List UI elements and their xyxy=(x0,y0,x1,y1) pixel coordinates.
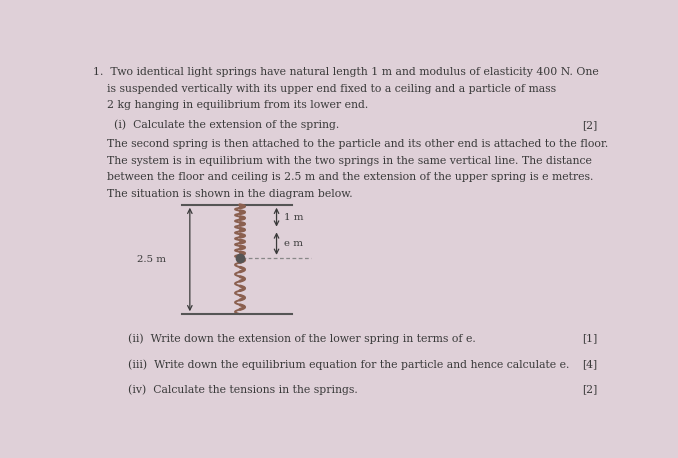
Text: 1.  Two identical light springs have natural length 1 m and modulus of elasticit: 1. Two identical light springs have natu… xyxy=(93,67,599,77)
Text: (ii)  Write down the extension of the lower spring in terms of e.: (ii) Write down the extension of the low… xyxy=(114,333,475,344)
Text: The second spring is then attached to the particle and its other end is attached: The second spring is then attached to th… xyxy=(93,139,608,149)
Text: [1]: [1] xyxy=(582,333,597,344)
Text: e m: e m xyxy=(285,239,304,248)
Text: between the floor and ceiling is 2.5 m and the extension of the upper spring is : between the floor and ceiling is 2.5 m a… xyxy=(93,172,593,182)
Text: [2]: [2] xyxy=(582,384,597,394)
Text: is suspended vertically with its upper end fixed to a ceiling and a particle of : is suspended vertically with its upper e… xyxy=(93,84,556,94)
Text: (i)  Calculate the extension of the spring.: (i) Calculate the extension of the sprin… xyxy=(114,120,339,131)
Text: The situation is shown in the diagram below.: The situation is shown in the diagram be… xyxy=(93,189,353,199)
Text: The system is in equilibrium with the two springs in the same vertical line. The: The system is in equilibrium with the tw… xyxy=(93,156,591,166)
Text: 2 kg hanging in equilibrium from its lower end.: 2 kg hanging in equilibrium from its low… xyxy=(93,100,368,110)
Text: [2]: [2] xyxy=(582,120,597,130)
Text: 2.5 m: 2.5 m xyxy=(137,255,166,264)
Text: [4]: [4] xyxy=(582,359,597,369)
Text: 1 m: 1 m xyxy=(285,213,304,222)
Text: (iv)  Calculate the tensions in the springs.: (iv) Calculate the tensions in the sprin… xyxy=(114,384,357,395)
Text: (iii)  Write down the equilibrium equation for the particle and hence calculate : (iii) Write down the equilibrium equatio… xyxy=(114,359,569,370)
